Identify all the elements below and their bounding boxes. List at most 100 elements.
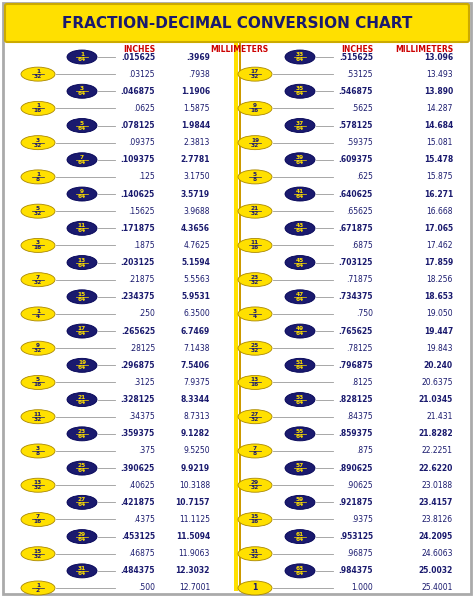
Text: 32: 32 [251, 279, 259, 285]
Text: 1: 1 [36, 583, 40, 588]
Text: 21: 21 [78, 395, 86, 399]
Text: .875: .875 [356, 447, 373, 456]
Text: 64: 64 [78, 365, 86, 370]
Text: 64: 64 [296, 399, 304, 405]
Text: 31: 31 [251, 549, 259, 554]
Text: .484375: .484375 [120, 567, 155, 576]
Text: 23: 23 [251, 275, 259, 279]
Text: 1.5875: 1.5875 [183, 104, 210, 113]
Text: 49: 49 [296, 326, 304, 331]
Text: 17.462: 17.462 [427, 241, 453, 250]
Text: .6875: .6875 [351, 241, 373, 250]
Text: 47: 47 [296, 292, 304, 297]
Text: .90625: .90625 [346, 481, 373, 490]
Text: .21875: .21875 [128, 275, 155, 284]
Text: 25.4001: 25.4001 [422, 583, 453, 592]
Text: 7: 7 [80, 155, 84, 160]
Text: 16: 16 [34, 109, 42, 113]
Ellipse shape [67, 358, 97, 373]
Text: 5.9531: 5.9531 [181, 293, 210, 301]
Text: 9.1282: 9.1282 [181, 429, 210, 438]
Text: .859375: .859375 [338, 429, 373, 438]
Text: 3.9688: 3.9688 [183, 207, 210, 216]
Text: 5: 5 [80, 121, 84, 125]
Text: 15.875: 15.875 [427, 173, 453, 181]
Text: 3.1750: 3.1750 [183, 173, 210, 181]
Text: .140625: .140625 [121, 189, 155, 199]
Text: 3: 3 [36, 241, 40, 245]
Text: 32: 32 [34, 554, 42, 559]
Text: 8: 8 [253, 177, 257, 182]
Text: 13: 13 [34, 480, 42, 485]
Text: .65625: .65625 [346, 207, 373, 216]
Text: 41: 41 [296, 189, 304, 194]
Text: 23.4157: 23.4157 [419, 498, 453, 507]
Text: 61: 61 [296, 531, 304, 537]
Text: 8: 8 [36, 177, 40, 182]
Text: .40625: .40625 [128, 481, 155, 490]
Text: .609375: .609375 [338, 155, 373, 164]
Text: .359375: .359375 [121, 429, 155, 438]
Ellipse shape [21, 341, 55, 355]
Text: 32: 32 [251, 554, 259, 559]
Text: 64: 64 [78, 263, 86, 267]
Ellipse shape [21, 204, 55, 218]
Text: .703125: .703125 [338, 258, 373, 267]
Ellipse shape [238, 512, 272, 527]
Text: 1.1906: 1.1906 [181, 87, 210, 96]
Text: 21.0345: 21.0345 [419, 395, 453, 404]
Text: 13.890: 13.890 [424, 87, 453, 96]
Text: .53125: .53125 [346, 70, 373, 79]
Text: .09375: .09375 [128, 138, 155, 147]
Text: 7: 7 [36, 515, 40, 519]
Text: 33: 33 [296, 52, 304, 57]
Ellipse shape [67, 461, 97, 475]
Text: .421875: .421875 [120, 498, 155, 507]
Text: 5: 5 [253, 172, 257, 177]
Text: .328125: .328125 [120, 395, 155, 404]
Ellipse shape [21, 101, 55, 115]
Text: 17.065: 17.065 [424, 224, 453, 233]
Ellipse shape [238, 341, 272, 355]
Text: 4.7625: 4.7625 [183, 241, 210, 250]
Text: .8125: .8125 [352, 378, 373, 387]
Text: .109375: .109375 [120, 155, 155, 164]
Text: 64: 64 [78, 57, 86, 62]
Text: 15.081: 15.081 [427, 138, 453, 147]
Text: 17: 17 [78, 326, 86, 331]
Text: 32: 32 [34, 143, 42, 147]
Text: 3: 3 [80, 86, 84, 91]
Text: .125: .125 [138, 173, 155, 181]
Ellipse shape [238, 410, 272, 424]
Text: 7: 7 [253, 446, 257, 451]
Ellipse shape [285, 256, 315, 270]
Ellipse shape [238, 67, 272, 81]
Ellipse shape [285, 564, 315, 578]
Text: 24.2095: 24.2095 [419, 532, 453, 541]
Text: 27: 27 [251, 412, 259, 417]
Ellipse shape [285, 393, 315, 407]
Ellipse shape [67, 84, 97, 99]
Text: .171875: .171875 [120, 224, 155, 233]
Text: 64: 64 [78, 91, 86, 96]
Text: 13: 13 [78, 257, 86, 263]
Text: .9375: .9375 [351, 515, 373, 524]
Text: 32: 32 [251, 74, 259, 79]
Ellipse shape [238, 376, 272, 389]
Text: 35: 35 [296, 86, 304, 91]
Ellipse shape [21, 410, 55, 424]
Ellipse shape [285, 496, 315, 509]
Ellipse shape [21, 376, 55, 389]
Ellipse shape [285, 84, 315, 99]
Text: .671875: .671875 [338, 224, 373, 233]
Text: .750: .750 [356, 309, 373, 318]
Text: 23.8126: 23.8126 [422, 515, 453, 524]
Text: 16.668: 16.668 [427, 207, 453, 216]
Ellipse shape [285, 119, 315, 133]
Ellipse shape [67, 324, 97, 338]
Text: .0625: .0625 [133, 104, 155, 113]
Text: 9: 9 [80, 189, 84, 194]
Ellipse shape [67, 153, 97, 167]
Text: .250: .250 [138, 309, 155, 318]
Text: 16: 16 [251, 245, 259, 250]
